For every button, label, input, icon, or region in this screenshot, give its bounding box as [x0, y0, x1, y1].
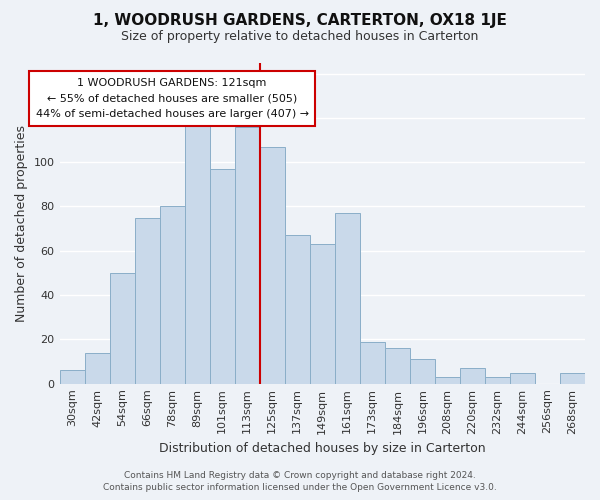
Bar	[360, 342, 385, 384]
Bar	[485, 377, 510, 384]
Bar	[85, 352, 110, 384]
Bar	[110, 273, 134, 384]
Bar	[160, 206, 185, 384]
Bar	[285, 236, 310, 384]
Bar	[310, 244, 335, 384]
Text: Size of property relative to detached houses in Carterton: Size of property relative to detached ho…	[121, 30, 479, 43]
Bar	[410, 360, 435, 384]
Bar	[560, 372, 585, 384]
Bar	[510, 372, 535, 384]
Bar	[209, 169, 235, 384]
X-axis label: Distribution of detached houses by size in Carterton: Distribution of detached houses by size …	[159, 442, 485, 455]
Bar	[59, 370, 85, 384]
Bar	[260, 146, 285, 384]
Bar	[134, 218, 160, 384]
Y-axis label: Number of detached properties: Number of detached properties	[15, 124, 28, 322]
Bar	[385, 348, 410, 384]
Text: 1 WOODRUSH GARDENS: 121sqm
← 55% of detached houses are smaller (505)
44% of sem: 1 WOODRUSH GARDENS: 121sqm ← 55% of deta…	[35, 78, 309, 119]
Text: 1, WOODRUSH GARDENS, CARTERTON, OX18 1JE: 1, WOODRUSH GARDENS, CARTERTON, OX18 1JE	[93, 12, 507, 28]
Text: Contains HM Land Registry data © Crown copyright and database right 2024.
Contai: Contains HM Land Registry data © Crown c…	[103, 471, 497, 492]
Bar	[435, 377, 460, 384]
Bar	[185, 122, 209, 384]
Bar	[460, 368, 485, 384]
Bar	[235, 126, 260, 384]
Bar	[335, 213, 360, 384]
